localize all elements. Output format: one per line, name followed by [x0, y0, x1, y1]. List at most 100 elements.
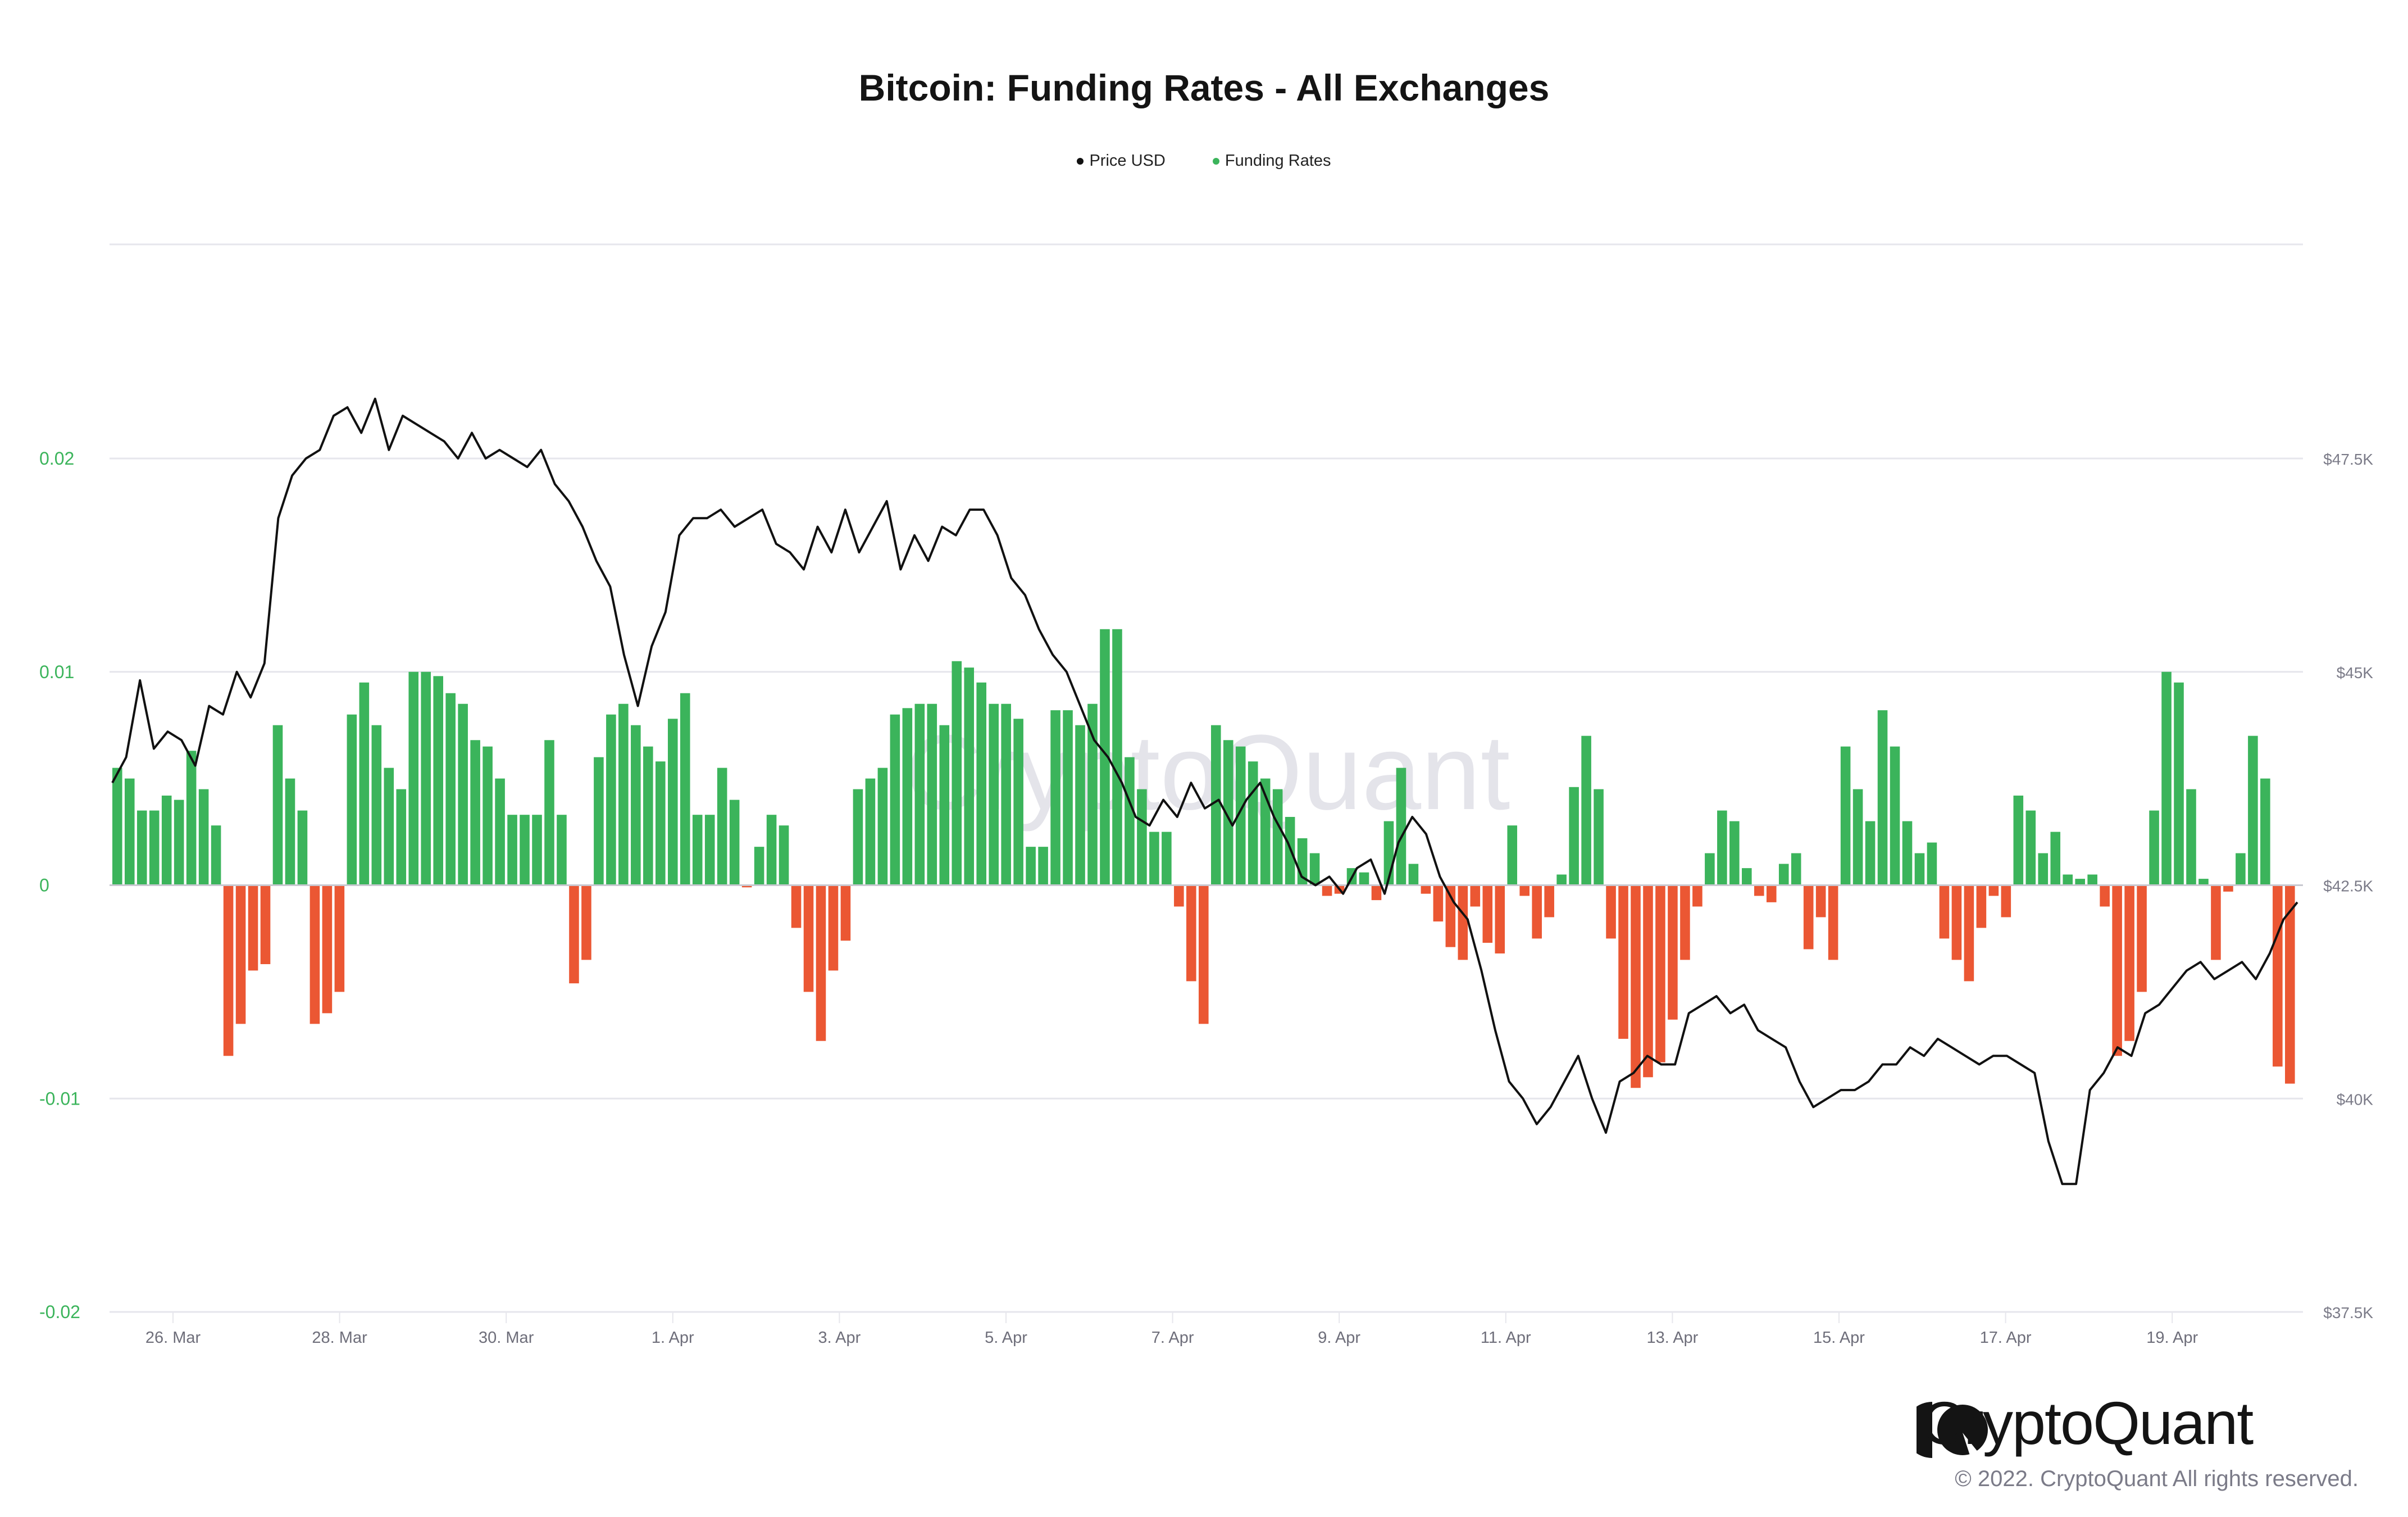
funding-bar: [1927, 842, 1937, 885]
cryptoquant-logo-icon: [1917, 1402, 1988, 1458]
funding-bar: [161, 796, 172, 885]
funding-bar: [631, 725, 641, 885]
x-tick-label: 13. Apr: [1646, 1329, 1698, 1347]
funding-bar: [952, 661, 962, 885]
funding-bar: [297, 810, 308, 885]
legend-item-price[interactable]: Price USD: [1077, 152, 1166, 170]
funding-bar: [1976, 885, 1987, 928]
funding-bar: [976, 682, 986, 885]
funding-bar: [532, 815, 542, 885]
funding-bar: [186, 751, 197, 885]
funding-bar: [396, 789, 407, 885]
funding-bar: [1458, 885, 1468, 960]
funding-bar: [1075, 725, 1085, 885]
funding-bar: [445, 693, 456, 885]
funding-bar: [2013, 796, 2024, 885]
funding-bar: [2260, 778, 2270, 885]
funding-bar: [1223, 740, 1233, 885]
funding-bar: [1680, 885, 1690, 960]
legend-item-funding[interactable]: Funding Rates: [1212, 152, 1331, 170]
funding-bar: [1766, 885, 1777, 902]
funding-bar: [569, 885, 579, 984]
funding-bar: [1705, 853, 1715, 885]
funding-bar: [840, 885, 851, 941]
funding-bar: [1260, 778, 1271, 885]
funding-bar: [2025, 810, 2036, 885]
x-tick-label: 5. Apr: [985, 1329, 1027, 1347]
funding-bar: [1433, 885, 1444, 922]
funding-bar: [347, 714, 357, 885]
x-tick-label: 9. Apr: [1318, 1329, 1360, 1347]
funding-bar: [680, 693, 690, 885]
funding-bar: [458, 703, 468, 885]
funding-bar: [704, 815, 715, 885]
legend-dot-price: [1077, 158, 1084, 165]
funding-bar: [1322, 885, 1332, 896]
funding-bar: [557, 815, 567, 885]
y-right-tick-label: $47.5K: [2323, 451, 2373, 468]
funding-bar: [1828, 885, 1838, 960]
funding-bar: [1063, 710, 1073, 885]
funding-bar: [2063, 874, 2073, 885]
funding-bar: [2273, 885, 2283, 1067]
y-left-tick-label: -0.02: [39, 1302, 80, 1322]
funding-bar: [1877, 710, 1888, 885]
funding-bar: [1754, 885, 1764, 896]
funding-bar: [1210, 725, 1221, 885]
funding-bar: [939, 725, 950, 885]
funding-bar: [717, 767, 727, 885]
funding-bar: [877, 767, 888, 885]
funding-bar: [927, 703, 937, 885]
funding-bar: [729, 800, 740, 885]
funding-bar: [1125, 757, 1135, 885]
funding-bar: [914, 703, 925, 885]
funding-bar: [902, 708, 913, 885]
legend: Price USD Funding Rates: [0, 152, 2408, 170]
funding-bar: [1050, 710, 1060, 885]
funding-bar: [1371, 885, 1382, 901]
funding-bar: [1606, 885, 1616, 939]
funding-bar: [2124, 885, 2134, 1041]
x-tick-label: 3. Apr: [818, 1329, 861, 1347]
funding-bar: [482, 746, 493, 885]
funding-bar: [766, 815, 777, 885]
funding-bar: [371, 725, 382, 885]
funding-bar: [1519, 885, 1530, 896]
funding-bar: [2248, 735, 2258, 885]
funding-bar: [223, 885, 234, 1056]
funding-bar: [2050, 832, 2061, 885]
funding-bar: [2161, 671, 2172, 885]
funding-bar: [322, 885, 333, 1014]
y-right-tick-label: $42.5K: [2323, 878, 2373, 895]
logo-text: CryptoQuant: [1921, 1389, 2254, 1457]
x-tick-label: 28. Mar: [312, 1329, 367, 1347]
funding-bar: [581, 885, 591, 960]
chart-plot: 0.02 $47.5K 0.01 $45K 0 $42.5K -0.01 $40K -0.02 $…: [39, 243, 2374, 1347]
funding-bar: [1655, 885, 1665, 1062]
funding-bar: [544, 740, 554, 885]
funding-bar: [470, 740, 480, 885]
funding-bar: [1668, 885, 1678, 1020]
funding-bar: [594, 757, 604, 885]
y-right-tick-label: $45K: [2337, 664, 2374, 682]
funding-bar: [1803, 885, 1814, 950]
funding-bar: [272, 725, 283, 885]
funding-bar: [2236, 853, 2246, 885]
funding-bar: [1162, 832, 1172, 885]
funding-bar: [1643, 885, 1653, 1078]
x-tick-label: 15. Apr: [1813, 1329, 1865, 1347]
funding-bar: [1087, 703, 1098, 885]
funding-bar: [964, 667, 975, 885]
legend-dot-funding: [1212, 158, 1219, 165]
funding-bar: [2112, 885, 2122, 1056]
funding-bar: [1248, 761, 1258, 885]
funding-bar: [1001, 703, 1011, 885]
funding-bar: [2087, 874, 2097, 885]
funding-bar: [989, 703, 999, 885]
y-left-tick-label: 0.01: [39, 662, 74, 682]
funding-bar: [2285, 885, 2295, 1084]
funding-bar: [1569, 787, 1579, 885]
funding-bar: [643, 746, 653, 885]
funding-bar: [1470, 885, 1481, 907]
funding-bar: [433, 676, 443, 885]
